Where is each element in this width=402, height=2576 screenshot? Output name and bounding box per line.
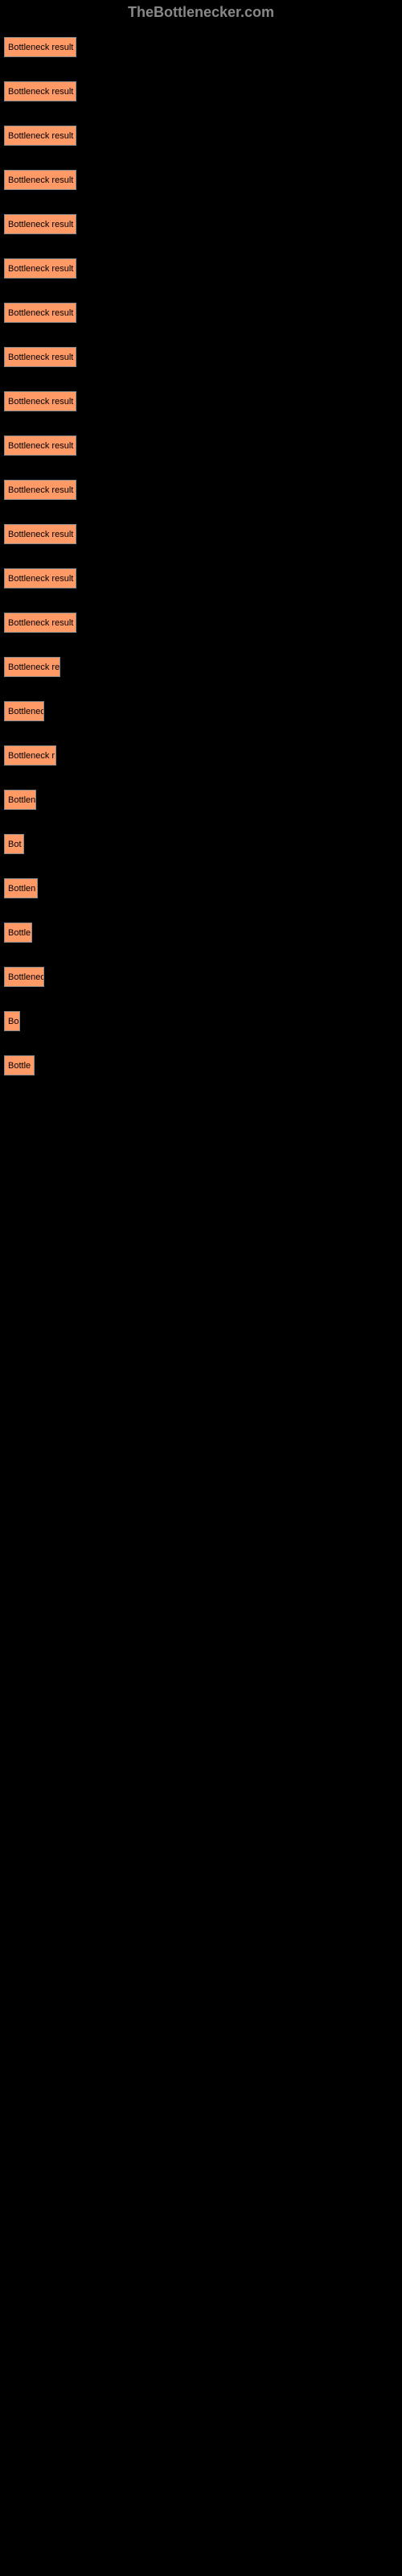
bar-label: Bottleneck result	[8, 618, 73, 628]
bar-row: Bottleneck r	[4, 745, 402, 766]
bar-row: Bottleneck result	[4, 436, 402, 456]
bar-label: Bottleneck result	[8, 574, 73, 584]
bar: Bo	[4, 1011, 20, 1031]
bar-row: Bottleneck result	[4, 37, 402, 57]
bar: Bottle	[4, 923, 32, 943]
bar-row: Bottlen	[4, 790, 402, 810]
bar-label: Bottle	[8, 1061, 31, 1071]
bar-label: Bottleneck re	[8, 663, 59, 672]
bar-label: Bottlened	[8, 972, 44, 982]
bar: Bottleneck result	[4, 214, 76, 234]
bar: Bottleneck result	[4, 126, 76, 146]
bar-row: Bottle	[4, 1055, 402, 1075]
bar-label: Bottleneck r	[8, 751, 55, 761]
bar-row: Bottleneck result	[4, 347, 402, 367]
bar-label: Bottleneck result	[8, 220, 73, 229]
bar-row: Bottle	[4, 923, 402, 943]
bar-row: Bottleneck result	[4, 214, 402, 234]
bar-label: Bottleneck result	[8, 175, 73, 185]
bar-label: Bottleneck result	[8, 131, 73, 141]
bar-row: Bottleneck result	[4, 81, 402, 101]
bar: Bottleneck result	[4, 303, 76, 323]
bar: Bottleneck result	[4, 37, 76, 57]
bar-label: Bottleneck result	[8, 397, 73, 407]
bar: Bottleneck re	[4, 657, 60, 677]
bar-row: Bottleneck result	[4, 524, 402, 544]
bar: Bot	[4, 834, 24, 854]
bar-label: Bottleneck result	[8, 353, 73, 362]
bar-label: Bottleneck result	[8, 530, 73, 539]
bar: Bottleneck result	[4, 613, 76, 633]
bar-label: Bottleneck result	[8, 264, 73, 274]
bar: Bottleneck result	[4, 568, 76, 588]
bar: Bottleneck result	[4, 170, 76, 190]
bar: Bottleneck result	[4, 391, 76, 411]
bar: Bottleneck result	[4, 258, 76, 279]
bar-label: Bottleneck result	[8, 308, 73, 318]
bar-label: Bottleneck result	[8, 43, 73, 52]
bar-label: Bottleneck result	[8, 87, 73, 97]
bar-row: Bottlened	[4, 701, 402, 721]
bar: Bottlen	[4, 878, 38, 898]
bar-label: Bo	[8, 1017, 18, 1026]
bar-row: Bottleneck result	[4, 303, 402, 323]
bar-label: Bottleneck result	[8, 485, 73, 495]
bar-label: Bot	[8, 840, 22, 849]
bar: Bottleneck result	[4, 436, 76, 456]
bar: Bottlened	[4, 701, 44, 721]
bar-row: Bottleneck result	[4, 568, 402, 588]
bar: Bottleneck result	[4, 81, 76, 101]
bar: Bottleneck result	[4, 480, 76, 500]
bar-row: Bottleneck result	[4, 480, 402, 500]
site-header: TheBottlenecker.com	[0, 4, 402, 21]
bar-label: Bottlen	[8, 795, 35, 805]
bar: Bottleneck result	[4, 347, 76, 367]
bar: Bottle	[4, 1055, 35, 1075]
bar: Bottleneck r	[4, 745, 56, 766]
bar-label: Bottle	[8, 928, 31, 938]
bar: Bottleneck result	[4, 524, 76, 544]
bar-row: Bot	[4, 834, 402, 854]
bar-label: Bottleneck result	[8, 441, 73, 451]
bar: Bottlened	[4, 967, 44, 987]
bar-label: Bottlened	[8, 707, 44, 716]
bar-row: Bottleneck result	[4, 170, 402, 190]
bar-chart: Bottleneck result Bottleneck result Bottle…	[0, 37, 402, 1075]
bar-row: Bottleneck re	[4, 657, 402, 677]
bar-row: Bottlen	[4, 878, 402, 898]
bar-label: Bottlen	[8, 884, 35, 894]
bar: Bottlen	[4, 790, 36, 810]
bar-row: Bo	[4, 1011, 402, 1031]
bar-row: Bottleneck result	[4, 613, 402, 633]
bar-row: Bottleneck result	[4, 391, 402, 411]
bar-row: Bottlened	[4, 967, 402, 987]
bar-row: Bottleneck result	[4, 258, 402, 279]
bar-row: Bottleneck result	[4, 126, 402, 146]
